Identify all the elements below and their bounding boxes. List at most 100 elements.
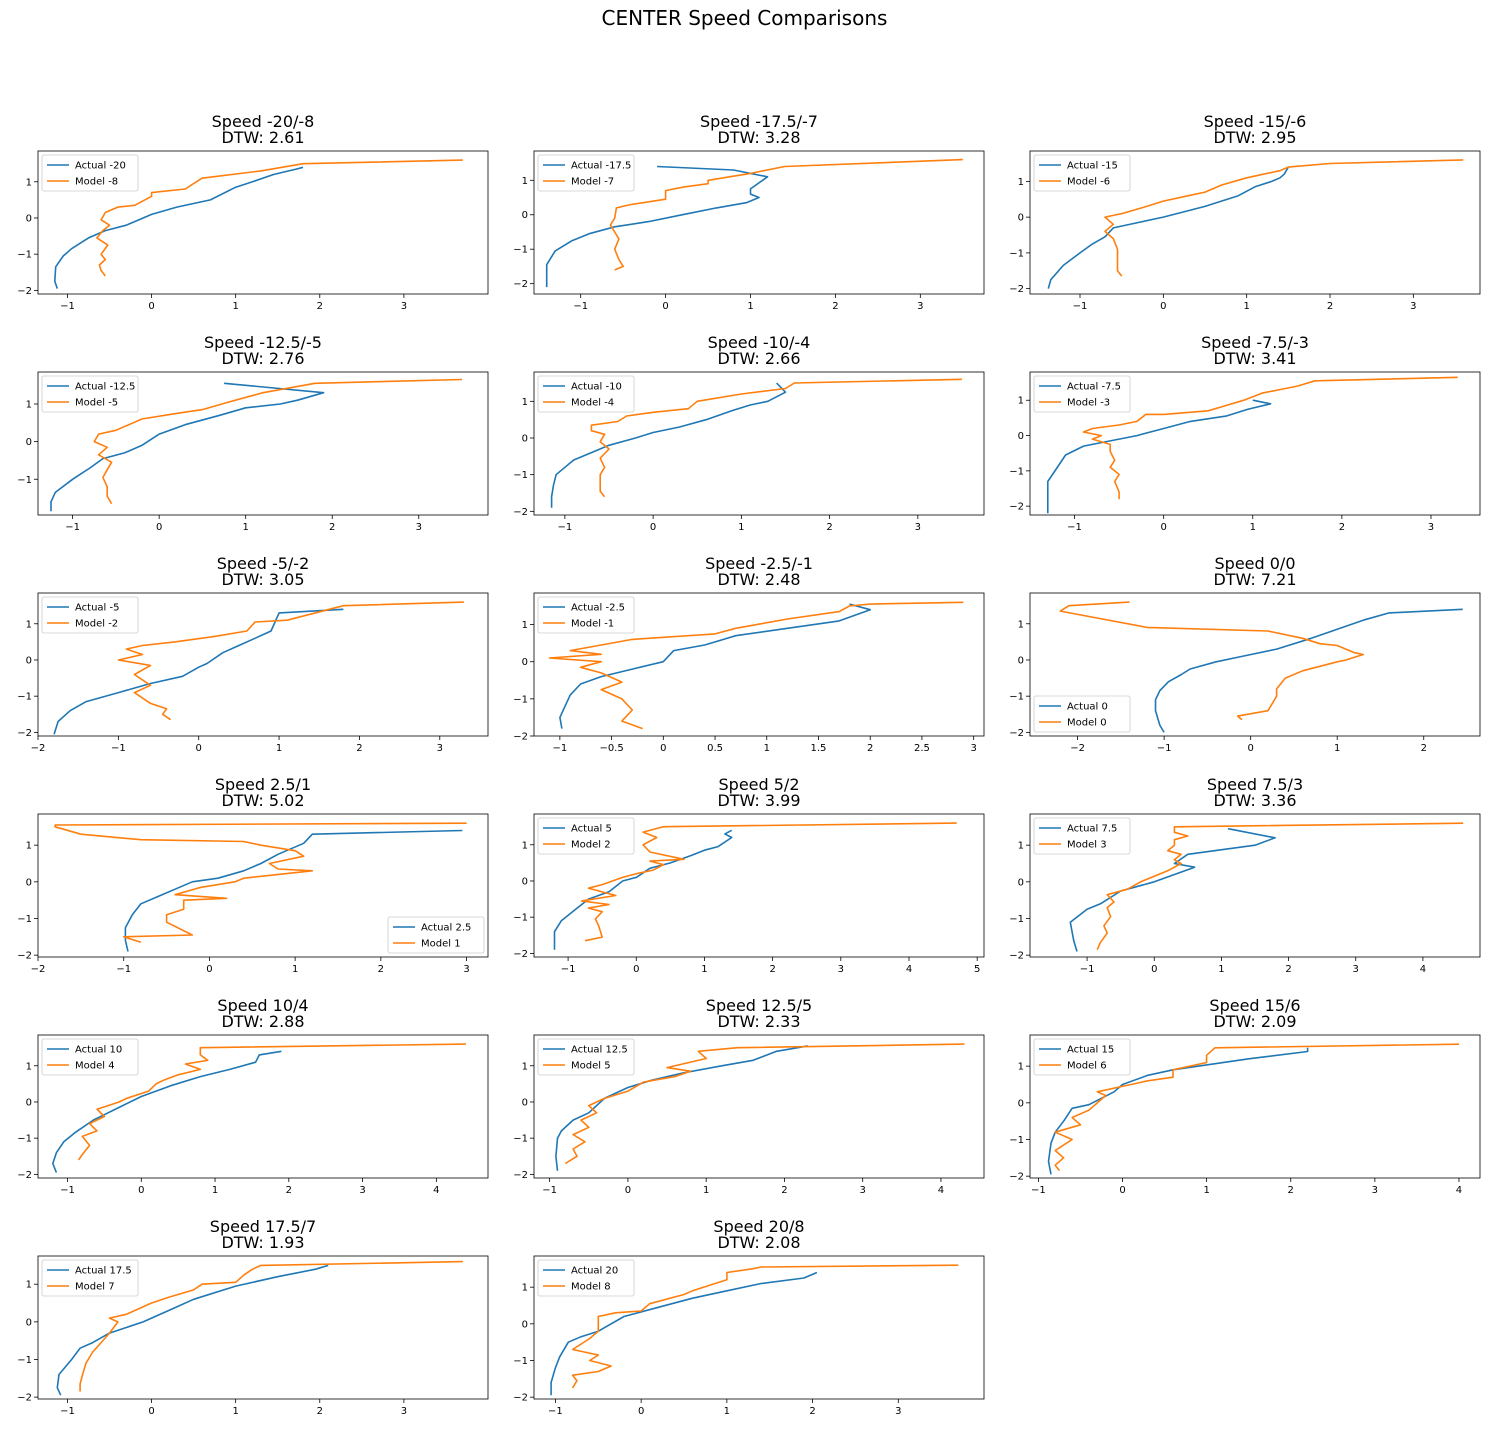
y-tick-label: 0 (26, 877, 32, 888)
subplot-title: Speed -20/-8 (212, 112, 315, 131)
x-tick-label: −1 (116, 964, 131, 975)
subplot-subtitle: DTW: 5.02 (221, 791, 304, 810)
x-tick-label: 3 (463, 964, 469, 975)
legend-box (537, 596, 635, 634)
x-tick-label: −1 (573, 301, 588, 312)
legend: Actual -10 Model -4 (537, 375, 635, 413)
model-legend-label: Model 0 (1067, 718, 1107, 729)
x-tick-label: 0 (650, 522, 656, 533)
y-tick-label: 0 (1018, 877, 1024, 888)
x-tick-label: 2 (1421, 743, 1427, 754)
subplot-title: Speed -12.5/-5 (204, 333, 322, 352)
x-tick-label: 0 (148, 1406, 154, 1417)
subplot-subtitle: DTW: 2.66 (717, 349, 800, 368)
subplot-title: Speed -10/-4 (708, 333, 811, 352)
y-tick-label: −1 (513, 1356, 528, 1367)
x-tick-label: 1 (243, 522, 249, 533)
x-tick-label: 1 (747, 301, 753, 312)
subplot-subtitle: DTW: 2.61 (221, 128, 304, 147)
x-tick-label: −1 (1080, 964, 1095, 975)
y-tick-label: −1 (513, 913, 528, 924)
actual-legend-label: Actual 12.5 (571, 1045, 628, 1056)
actual-series-line (1047, 166, 1289, 289)
x-tick-label: 3 (860, 1185, 866, 1196)
model-series-line (117, 601, 464, 721)
x-tick-label: 0 (1160, 301, 1166, 312)
x-tick-label: 0 (625, 1185, 631, 1196)
x-tick-label: −1 (548, 1406, 563, 1417)
actual-series-line (1069, 827, 1276, 952)
model-legend-label: Model -8 (75, 177, 118, 188)
axes-frame (37, 150, 489, 295)
subplot-title: Speed -17.5/-7 (700, 112, 818, 131)
model-series-line (571, 1264, 959, 1389)
x-tick-label: 2 (1327, 301, 1333, 312)
x-tick-label: 3 (359, 1185, 365, 1196)
y-tick-label: −2 (1009, 284, 1024, 295)
legend: Actual 5 Model 2 (537, 817, 635, 855)
actual-legend-label: Actual -20 (75, 161, 126, 172)
x-tick-label: 3 (970, 743, 976, 754)
legend: Actual -7.5 Model -3 (1033, 375, 1131, 413)
subplot-title: Speed 5/2 (719, 775, 800, 794)
x-tick-label: 1.5 (811, 743, 827, 754)
model-legend-label: Model 3 (1067, 840, 1107, 851)
x-tick-label: 2 (769, 964, 775, 975)
model-series-line (609, 158, 963, 271)
legend: Actual 2.5 Model 1 (387, 916, 485, 954)
x-tick-label: 3 (915, 522, 921, 533)
model-series-line (564, 1043, 965, 1165)
x-tick-label: 1 (232, 1406, 238, 1417)
y-tick-label: 0 (26, 1317, 32, 1328)
y-tick-label: −2 (17, 1170, 32, 1181)
legend-box (1033, 1038, 1131, 1076)
y-tick-label: 1 (522, 397, 528, 408)
x-tick-label: −1 (60, 301, 75, 312)
y-tick-label: 1 (26, 177, 32, 188)
y-tick-label: −2 (1009, 728, 1024, 739)
x-tick-label: −2 (1070, 743, 1085, 754)
legend: Actual 17.5 Model 7 (41, 1259, 139, 1297)
subplot-subtitle: DTW: 3.28 (717, 128, 800, 147)
x-tick-label: −1 (111, 743, 126, 754)
axes-frame (1029, 813, 1481, 958)
y-tick-label: −2 (17, 728, 32, 739)
x-tick-label: 1 (1250, 522, 1256, 533)
legend-box (41, 1259, 139, 1297)
legend: Actual 20 Model 8 (537, 1259, 635, 1297)
axes-frame (37, 813, 489, 958)
legend-box (1033, 817, 1131, 855)
actual-legend-label: Actual 20 (571, 1266, 618, 1277)
x-tick-label: 1 (724, 1406, 730, 1417)
x-tick-label: 2 (286, 1185, 292, 1196)
x-tick-label: 3 (1353, 964, 1359, 975)
actual-series-line (53, 166, 304, 289)
x-tick-label: −1 (561, 964, 576, 975)
x-tick-label: 2 (809, 1406, 815, 1417)
subplot-subtitle: DTW: 2.08 (717, 1233, 800, 1252)
y-tick-label: −2 (513, 279, 528, 290)
actual-series-line (1047, 399, 1272, 514)
model-series-line (590, 378, 962, 498)
y-tick-label: −2 (17, 951, 32, 962)
actual-legend-label: Actual 10 (75, 1045, 122, 1056)
x-tick-label: 1 (276, 743, 282, 754)
y-tick-label: −2 (17, 286, 32, 297)
subplot-subtitle: DTW: 3.41 (1213, 349, 1296, 368)
x-tick-label: 3 (437, 743, 443, 754)
subplot-title: Speed 20/8 (713, 1217, 804, 1236)
axes-frame (533, 592, 985, 737)
x-tick-label: 2 (826, 522, 832, 533)
actual-series-line (550, 1271, 818, 1396)
subplot-title: Speed -15/-6 (1204, 112, 1307, 131)
actual-legend-label: Actual 15 (1067, 1045, 1114, 1056)
y-tick-label: 0 (522, 1319, 528, 1330)
x-tick-label: 0 (662, 301, 668, 312)
x-tick-label: 2 (317, 1406, 323, 1417)
legend: Actual 10 Model 4 (41, 1038, 139, 1076)
